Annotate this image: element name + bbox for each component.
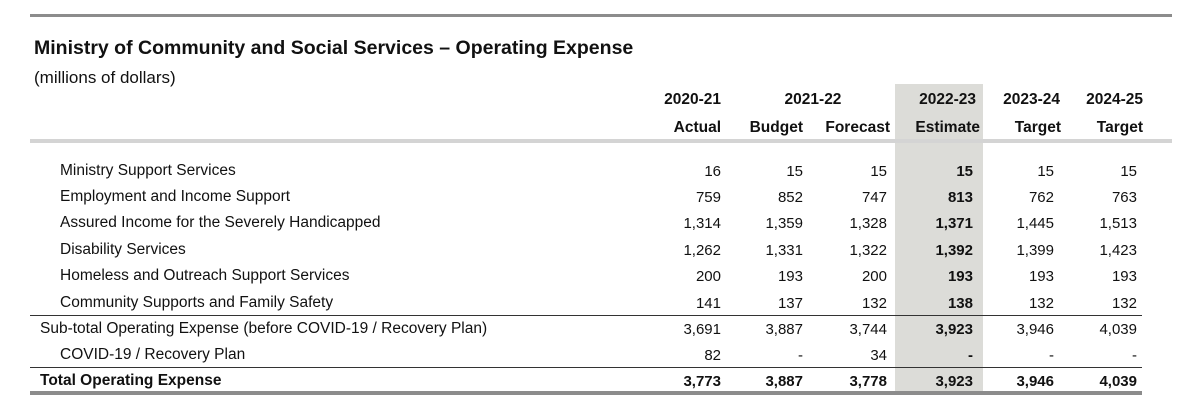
cell-total-operating-expense-forecast-2021-22: 3,778 — [849, 373, 887, 390]
cell-employment-income-support-target-2024-25: 763 — [1111, 189, 1137, 206]
cell-assured-income-severely-handicapped-target-2024-25: 1,513 — [1099, 215, 1137, 232]
row-label-employment-income-support: Employment and Income Support — [60, 188, 291, 205]
cell-ministry-support-services-actual-2020-21: 16 — [704, 163, 721, 180]
row-label-subtotal-operating-expense: Sub-total Operating Expense (before COVI… — [40, 320, 488, 337]
cell-assured-income-severely-handicapped-forecast-2021-22: 1,328 — [849, 215, 887, 232]
estimate-column-highlight — [895, 84, 983, 391]
subheader-target-2024: Target — [1096, 119, 1143, 136]
cell-covid-recovery-plan-estimate-2022-23: - — [968, 347, 973, 364]
cell-total-operating-expense-target-2023-24: 3,946 — [1016, 373, 1054, 390]
cell-covid-recovery-plan-target-2024-25: - — [1132, 347, 1137, 364]
cell-employment-income-support-forecast-2021-22: 747 — [861, 189, 887, 206]
cell-covid-recovery-plan-actual-2020-21: 82 — [704, 347, 721, 364]
cell-total-operating-expense-target-2024-25: 4,039 — [1099, 373, 1137, 390]
row-label-covid-recovery-plan: COVID-19 / Recovery Plan — [60, 346, 246, 363]
subheader-estimate: Estimate — [915, 119, 980, 136]
row-label-homeless-outreach-support: Homeless and Outreach Support Services — [60, 267, 350, 284]
table-title: Ministry of Community and Social Service… — [34, 37, 634, 59]
cell-total-operating-expense-actual-2020-21: 3,773 — [683, 373, 721, 390]
cell-assured-income-severely-handicapped-target-2023-24: 1,445 — [1016, 215, 1054, 232]
cell-employment-income-support-budget-2021-22: 852 — [777, 189, 803, 206]
cell-homeless-outreach-support-actual-2020-21: 200 — [695, 268, 721, 285]
year-2022-23: 2022-23 — [919, 91, 976, 108]
cell-homeless-outreach-support-target-2024-25: 193 — [1111, 268, 1137, 285]
cell-total-operating-expense-budget-2021-22: 3,887 — [765, 373, 803, 390]
cell-assured-income-severely-handicapped-estimate-2022-23: 1,371 — [935, 215, 973, 232]
year-2021-22: 2021-22 — [784, 91, 842, 108]
cell-community-supports-family-safety-estimate-2022-23: 138 — [947, 295, 973, 312]
subheader-budget: Budget — [749, 119, 803, 136]
cell-total-operating-expense-estimate-2022-23: 3,923 — [935, 373, 973, 390]
subheader-actual: Actual — [673, 119, 721, 136]
row-label-assured-income-severely-handicapped: Assured Income for the Severely Handicap… — [60, 214, 381, 231]
top-rule — [30, 14, 1172, 17]
cell-homeless-outreach-support-forecast-2021-22: 200 — [861, 268, 887, 285]
cell-disability-services-target-2023-24: 1,399 — [1016, 242, 1054, 259]
cell-subtotal-operating-expense-actual-2020-21: 3,691 — [683, 321, 721, 338]
cell-community-supports-family-safety-forecast-2021-22: 132 — [861, 295, 887, 312]
cell-ministry-support-services-budget-2021-22: 15 — [786, 163, 803, 180]
cell-ministry-support-services-target-2023-24: 15 — [1037, 163, 1054, 180]
bottom-rule — [30, 391, 1142, 395]
cell-covid-recovery-plan-forecast-2021-22: 34 — [870, 347, 887, 364]
cell-community-supports-family-safety-target-2024-25: 132 — [1111, 295, 1137, 312]
cell-assured-income-severely-handicapped-budget-2021-22: 1,359 — [765, 215, 803, 232]
cell-subtotal-operating-expense-forecast-2021-22: 3,744 — [849, 321, 887, 338]
cell-ministry-support-services-estimate-2022-23: 15 — [956, 163, 973, 180]
cell-community-supports-family-safety-budget-2021-22: 137 — [777, 295, 803, 312]
cell-homeless-outreach-support-estimate-2022-23: 193 — [947, 268, 973, 285]
cell-disability-services-forecast-2021-22: 1,322 — [849, 242, 887, 259]
cell-homeless-outreach-support-target-2023-24: 193 — [1028, 268, 1054, 285]
cell-community-supports-family-safety-actual-2020-21: 141 — [695, 295, 721, 312]
cell-employment-income-support-target-2023-24: 762 — [1028, 189, 1054, 206]
cell-subtotal-operating-expense-target-2023-24: 3,946 — [1016, 321, 1054, 338]
cell-employment-income-support-estimate-2022-23: 813 — [947, 189, 973, 206]
header-rule — [30, 139, 1172, 143]
row-label-community-supports-family-safety: Community Supports and Family Safety — [60, 294, 334, 311]
year-2023-24: 2023-24 — [1003, 91, 1060, 108]
year-2024-25: 2024-25 — [1086, 91, 1143, 108]
cell-subtotal-operating-expense-estimate-2022-23: 3,923 — [935, 321, 973, 338]
cell-subtotal-operating-expense-target-2024-25: 4,039 — [1099, 321, 1137, 338]
year-2020-21: 2020-21 — [664, 91, 721, 108]
row-label-disability-services: Disability Services — [60, 241, 186, 258]
subtotal-rule — [30, 315, 1142, 316]
cell-assured-income-severely-handicapped-actual-2020-21: 1,314 — [683, 215, 721, 232]
cell-ministry-support-services-target-2024-25: 15 — [1120, 163, 1137, 180]
total-rule — [30, 367, 1142, 368]
subheader-forecast: Forecast — [825, 119, 890, 136]
cell-disability-services-estimate-2022-23: 1,392 — [935, 242, 973, 259]
cell-covid-recovery-plan-target-2023-24: - — [1049, 347, 1054, 364]
cell-homeless-outreach-support-budget-2021-22: 193 — [777, 268, 803, 285]
table-subtitle: (millions of dollars) — [34, 68, 176, 87]
cell-disability-services-actual-2020-21: 1,262 — [683, 242, 721, 259]
cell-ministry-support-services-forecast-2021-22: 15 — [870, 163, 887, 180]
row-label-ministry-support-services: Ministry Support Services — [60, 162, 236, 179]
cell-disability-services-target-2024-25: 1,423 — [1099, 242, 1137, 259]
cell-disability-services-budget-2021-22: 1,331 — [765, 242, 803, 259]
subheader-target-2023: Target — [1014, 119, 1061, 136]
cell-employment-income-support-actual-2020-21: 759 — [695, 189, 721, 206]
row-label-total-operating-expense: Total Operating Expense — [40, 372, 222, 389]
cell-community-supports-family-safety-target-2023-24: 132 — [1028, 295, 1054, 312]
cell-covid-recovery-plan-budget-2021-22: - — [798, 347, 803, 364]
cell-subtotal-operating-expense-budget-2021-22: 3,887 — [765, 321, 803, 338]
